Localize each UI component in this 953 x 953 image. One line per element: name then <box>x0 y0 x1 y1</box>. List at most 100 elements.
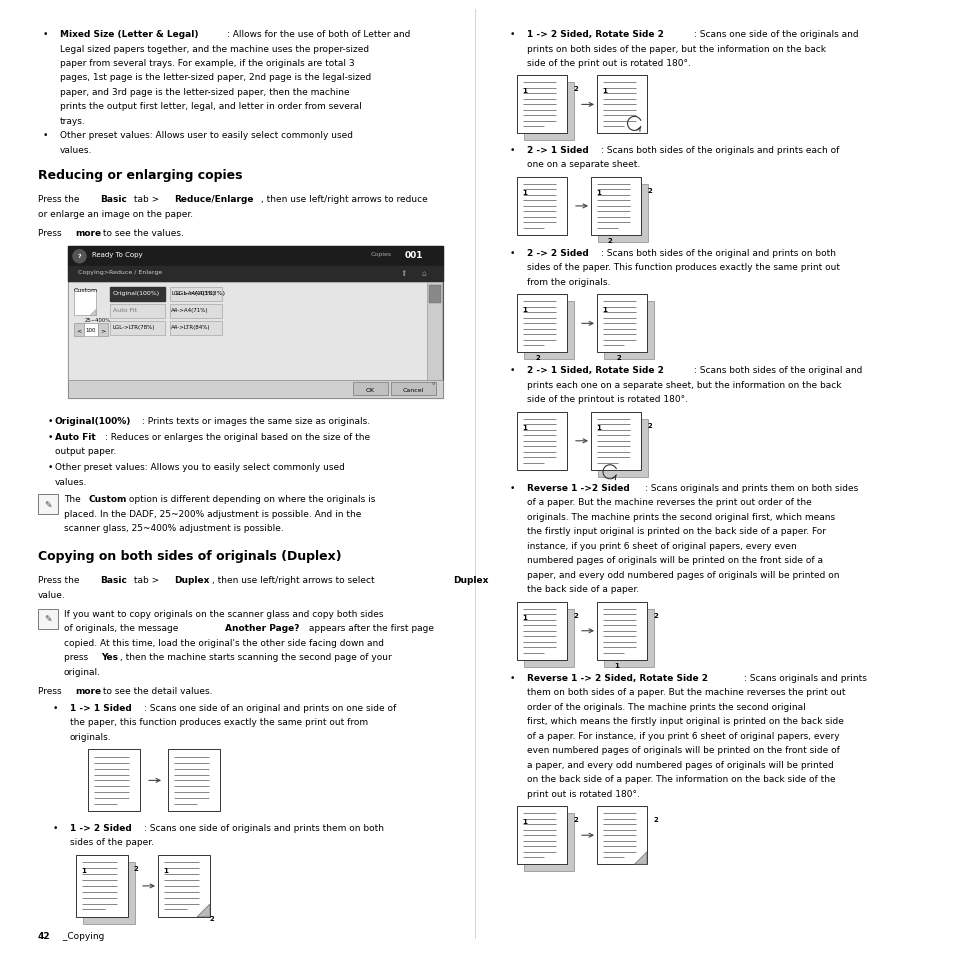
Text: Yes: Yes <box>101 653 118 661</box>
Text: originals.: originals. <box>70 732 112 741</box>
Text: sides of the paper. This function produces exactly the same print out: sides of the paper. This function produc… <box>526 263 840 273</box>
Text: a paper, and every odd numbered pages of originals will be printed: a paper, and every odd numbered pages of… <box>526 760 833 769</box>
Text: original.: original. <box>64 667 101 676</box>
Text: from the originals.: from the originals. <box>526 277 610 287</box>
Bar <box>517 177 566 235</box>
Text: •: • <box>510 146 515 154</box>
Bar <box>517 602 566 660</box>
Text: values.: values. <box>60 146 92 154</box>
Text: : Scans originals and prints: : Scans originals and prints <box>743 673 866 682</box>
Bar <box>110 288 165 302</box>
Bar <box>74 324 84 337</box>
Text: 1: 1 <box>596 424 600 431</box>
Text: Duplex: Duplex <box>453 576 488 585</box>
Text: pages, 1st page is the letter-sized paper, 2nd page is the legal-sized: pages, 1st page is the letter-sized pape… <box>60 73 371 82</box>
Polygon shape <box>634 852 646 864</box>
Text: Press: Press <box>38 686 65 695</box>
Bar <box>68 282 428 381</box>
Text: 25~400%: 25~400% <box>85 318 111 323</box>
Text: Basic: Basic <box>100 576 127 585</box>
Bar <box>598 419 647 477</box>
Text: 1: 1 <box>521 190 526 195</box>
Text: 1: 1 <box>521 89 526 94</box>
Text: ⌂: ⌂ <box>420 269 425 278</box>
Text: press: press <box>64 653 91 661</box>
Text: Auto Fit: Auto Fit <box>112 308 137 313</box>
Text: Custom: Custom <box>89 495 127 504</box>
Bar <box>517 413 566 471</box>
Text: Copying>Reduce / Enlarge: Copying>Reduce / Enlarge <box>78 270 162 274</box>
Bar <box>38 609 58 629</box>
Text: _Copying: _Copying <box>60 931 104 940</box>
Text: print out is rotated 180°.: print out is rotated 180°. <box>526 789 639 798</box>
Text: of originals, the message: of originals, the message <box>64 623 181 633</box>
Text: scanner glass, 25~400% adjustment is possible.: scanner glass, 25~400% adjustment is pos… <box>64 523 283 533</box>
Text: >: > <box>100 328 106 334</box>
Text: 1: 1 <box>614 662 618 668</box>
Text: 2: 2 <box>652 817 657 822</box>
Text: A4->A4(71%): A4->A4(71%) <box>171 308 209 313</box>
Text: paper, and every odd numbered pages of originals will be printed on: paper, and every odd numbered pages of o… <box>526 570 839 579</box>
Text: : Scans originals and prints them on both sides: : Scans originals and prints them on bot… <box>644 483 857 493</box>
Bar <box>428 286 440 304</box>
Text: 1 -> 2 Sided: 1 -> 2 Sided <box>70 823 132 832</box>
Text: 1: 1 <box>163 867 168 873</box>
Text: 2: 2 <box>573 612 578 618</box>
Text: Original(100%): Original(100%) <box>112 291 160 295</box>
Text: OK: OK <box>366 388 375 393</box>
Text: : Scans one side of originals and prints them on both: : Scans one side of originals and prints… <box>144 823 384 832</box>
Bar <box>168 750 220 812</box>
Text: 2 -> 1 Sided, Rotate Side 2: 2 -> 1 Sided, Rotate Side 2 <box>526 366 663 375</box>
Text: 2: 2 <box>536 355 540 361</box>
Text: side of the print out is rotated 180°.: side of the print out is rotated 180°. <box>526 59 690 68</box>
Text: 1: 1 <box>81 867 86 873</box>
Text: ⬆: ⬆ <box>400 269 407 278</box>
Text: : Scans one side of the originals and: : Scans one side of the originals and <box>694 30 858 39</box>
Text: •: • <box>48 463 53 472</box>
Bar <box>170 305 222 318</box>
Bar <box>523 813 574 871</box>
Text: values.: values. <box>55 477 88 486</box>
Text: output paper.: output paper. <box>55 447 116 456</box>
Bar <box>427 282 441 381</box>
Bar <box>68 381 442 399</box>
Text: one on a separate sheet.: one on a separate sheet. <box>526 160 639 170</box>
Text: LGL->LTR(78%): LGL->LTR(78%) <box>112 325 155 330</box>
Text: more: more <box>75 229 101 237</box>
Text: LGL->A4(103%): LGL->A4(103%) <box>171 291 214 295</box>
Text: •: • <box>510 366 515 375</box>
Text: option is different depending on where the originals is: option is different depending on where t… <box>126 495 375 504</box>
Bar <box>603 302 654 360</box>
Bar <box>598 185 647 243</box>
Text: the firstly input original is printed on the back side of a paper. For: the firstly input original is printed on… <box>526 527 825 536</box>
Text: Other preset values: Allows user to easily select commonly used: Other preset values: Allows user to easi… <box>60 132 353 140</box>
Text: •: • <box>53 823 58 832</box>
Text: Copies: Copies <box>371 253 392 257</box>
Bar <box>523 609 574 667</box>
Text: on the back side of a paper. The information on the back side of the: on the back side of a paper. The informa… <box>526 775 835 783</box>
Text: •: • <box>53 703 58 712</box>
Text: ?: ? <box>77 253 81 258</box>
Text: trays.: trays. <box>60 117 86 126</box>
Text: A4->LTR(84%): A4->LTR(84%) <box>171 325 211 330</box>
Text: •: • <box>43 132 49 140</box>
Text: Ready To Copy: Ready To Copy <box>91 253 143 258</box>
Text: 2: 2 <box>133 865 138 871</box>
Text: Auto Fit: Auto Fit <box>55 433 95 441</box>
Text: 1: 1 <box>521 424 526 431</box>
Text: 2 -> 1 Sided: 2 -> 1 Sided <box>526 146 588 154</box>
Text: the back side of a paper.: the back side of a paper. <box>526 585 639 594</box>
Text: 2: 2 <box>616 355 620 361</box>
Text: 100: 100 <box>86 328 96 334</box>
Polygon shape <box>90 310 96 316</box>
Bar <box>68 267 442 282</box>
Bar <box>170 322 222 335</box>
Text: first, which means the firstly input original is printed on the back side: first, which means the firstly input ori… <box>526 717 843 725</box>
Text: side of the printout is rotated 180°.: side of the printout is rotated 180°. <box>526 395 687 404</box>
Text: , then the machine starts scanning the second page of your: , then the machine starts scanning the s… <box>120 653 391 661</box>
Bar <box>110 322 165 335</box>
Text: 1: 1 <box>521 819 526 824</box>
Text: sides of the paper.: sides of the paper. <box>70 838 153 846</box>
Polygon shape <box>196 904 210 917</box>
Text: tab >: tab > <box>131 576 162 585</box>
